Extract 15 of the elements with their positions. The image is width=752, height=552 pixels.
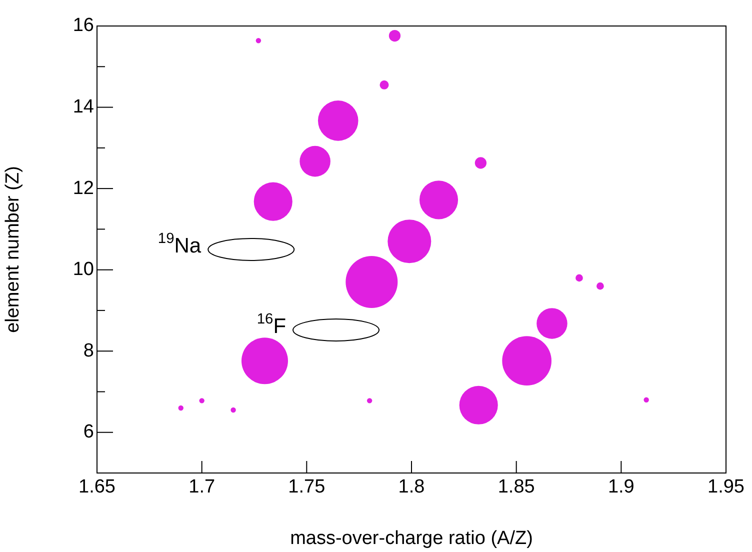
- y-tick-label: 10: [72, 259, 94, 280]
- y-axis-title: element number (Z): [2, 166, 24, 333]
- x-tick-label: 1.65: [78, 476, 116, 498]
- y-tick-label: 6: [83, 422, 94, 443]
- x-tick-label: 1.8: [398, 476, 425, 498]
- y-tick-label: 14: [72, 96, 94, 118]
- x-tick-label: 1.7: [188, 476, 216, 498]
- y-tick-label: 12: [72, 178, 94, 199]
- y-tick-label: 8: [83, 340, 94, 362]
- y-tick-label: 16: [72, 15, 94, 36]
- x-tick-label: 1.85: [498, 476, 535, 498]
- x-axis-title: mass-over-charge ratio (A/Z): [290, 528, 533, 549]
- x-tick-label: 1.95: [708, 476, 744, 498]
- x-tick-label: 1.75: [288, 476, 326, 498]
- x-tick-label: 1.9: [608, 476, 634, 498]
